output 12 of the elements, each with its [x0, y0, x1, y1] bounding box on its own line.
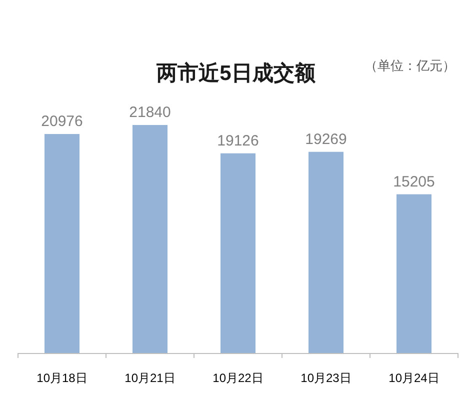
data-label: 19126	[217, 132, 259, 150]
x-tick: 10月24日	[388, 371, 440, 385]
data-label: 20976	[41, 113, 83, 130]
subtitle: （单位：亿元）	[364, 58, 456, 73]
data-label: 19269	[305, 130, 347, 148]
x-tick: 10月18日	[36, 371, 88, 385]
data-label: 21840	[129, 104, 171, 121]
x-tick: 10月21日	[124, 371, 176, 385]
x-tick: 10月23日	[300, 371, 352, 385]
title: 两市近5日成交额	[156, 62, 316, 85]
data-label: 15205	[393, 173, 435, 190]
x-tick: 10月22日	[212, 371, 264, 385]
